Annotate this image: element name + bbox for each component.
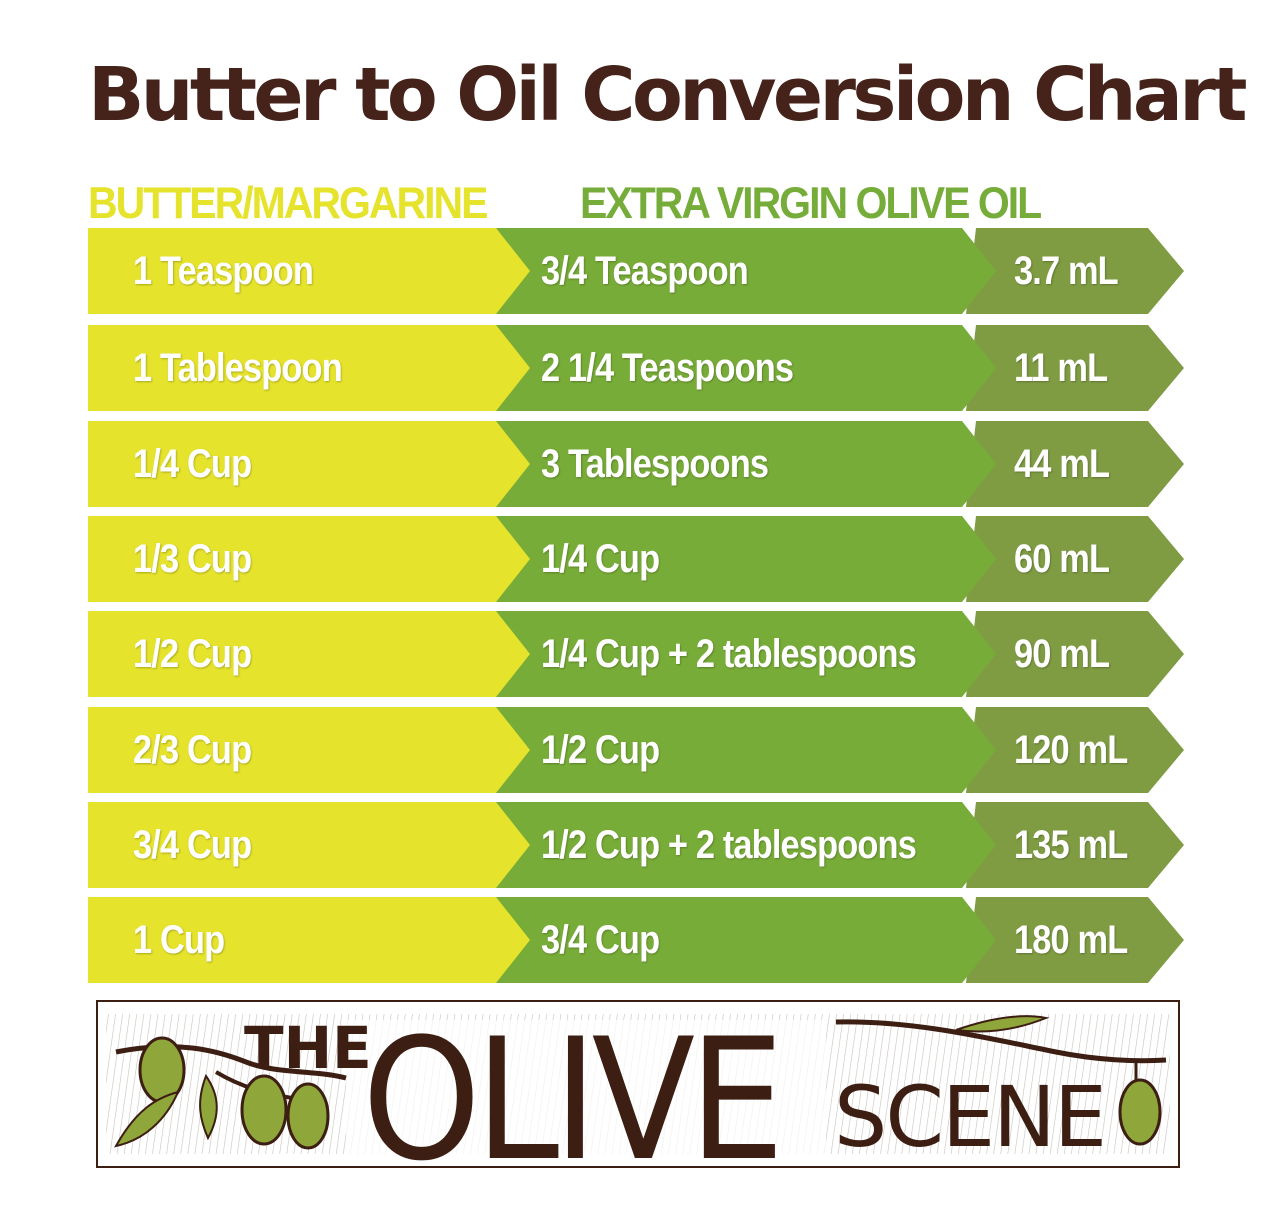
olive-oil-amount: 1/2 Cup	[541, 728, 660, 772]
row-arrow-background	[88, 325, 1184, 411]
conversion-row: 1/4 Cup 3 Tablespoons 44 mL	[0, 421, 1266, 507]
millilitre-amount: 120 mL	[1014, 728, 1128, 772]
butter-amount: 1 Tablespoon	[133, 346, 343, 390]
row-arrow-background	[88, 707, 1184, 793]
conversion-row: 1/3 Cup 1/4 Cup 60 mL	[0, 516, 1266, 602]
butter-amount: 3/4 Cup	[133, 823, 252, 867]
olive-oil-amount: 3/4 Cup	[541, 918, 660, 962]
olive-branch-icon	[114, 1036, 347, 1150]
olive-oil-amount: 2 1/4 Teaspoons	[541, 346, 794, 390]
conversion-row: 2/3 Cup 1/2 Cup 120 mL	[0, 707, 1266, 793]
millilitre-amount: 90 mL	[1014, 632, 1110, 676]
row-arrow-background	[88, 421, 1184, 507]
butter-amount: 1/3 Cup	[133, 537, 252, 581]
butter-amount: 1 Cup	[133, 918, 225, 962]
millilitre-amount: 11 mL	[1014, 346, 1108, 390]
butter-amount: 1/2 Cup	[133, 632, 252, 676]
conversion-row: 1 Teaspoon 3/4 Teaspoon 3.7 mL	[0, 228, 1266, 314]
millilitre-amount: 180 mL	[1014, 918, 1128, 962]
millilitre-amount: 60 mL	[1014, 537, 1110, 581]
olive-branch-icon	[835, 1015, 1167, 1146]
conversion-row: 1/2 Cup 1/4 Cup + 2 tablespoons 90 mL	[0, 611, 1266, 697]
row-arrow-background	[88, 897, 1184, 983]
row-arrow-background	[88, 802, 1184, 888]
butter-amount: 1/4 Cup	[133, 442, 252, 486]
page-title: Butter to Oil Conversion Chart	[88, 52, 1247, 138]
logo-word-the: THE	[244, 1014, 372, 1082]
olive-oil-amount: 1/4 Cup	[541, 537, 660, 581]
olive-oil-column-heading: EXTRA VIRGIN OLIVE OIL	[580, 178, 1042, 228]
the-olive-scene-logo: THE OLIVE SCENE	[96, 1000, 1180, 1168]
row-arrow-background	[88, 228, 1184, 314]
millilitre-amount: 44 mL	[1014, 442, 1110, 486]
conversion-row: 1 Tablespoon 2 1/4 Teaspoons 11 mL	[0, 325, 1266, 411]
butter-column-heading: BUTTER/MARGARINE	[88, 178, 488, 228]
millilitre-amount: 3.7 mL	[1014, 249, 1119, 293]
butter-amount: 1 Teaspoon	[133, 249, 314, 293]
logo-word-olive: OLIVE	[362, 1002, 779, 1168]
logo-word-scene: SCENE	[834, 1068, 1105, 1166]
row-arrow-background	[88, 611, 1184, 697]
olive-oil-amount: 1/2 Cup + 2 tablespoons	[541, 823, 917, 867]
olive-oil-amount: 1/4 Cup + 2 tablespoons	[541, 632, 917, 676]
conversion-row: 3/4 Cup 1/2 Cup + 2 tablespoons 135 mL	[0, 802, 1266, 888]
conversion-row: 1 Cup 3/4 Cup 180 mL	[0, 897, 1266, 983]
olive-oil-amount: 3/4 Teaspoon	[541, 249, 749, 293]
butter-amount: 2/3 Cup	[133, 728, 252, 772]
olive-oil-amount: 3 Tablespoons	[541, 442, 769, 486]
row-arrow-background	[88, 516, 1184, 602]
millilitre-amount: 135 mL	[1014, 823, 1128, 867]
